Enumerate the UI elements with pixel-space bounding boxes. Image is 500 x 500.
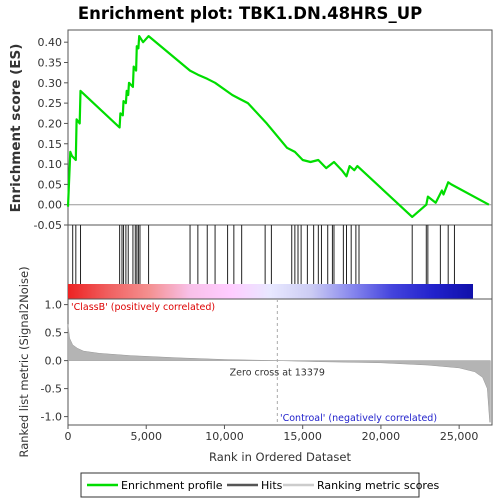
legend-label-enrichment: Enrichment profile: [121, 479, 223, 492]
metric-y-tick-label: -1.0: [41, 411, 62, 424]
hit-markers: [72, 225, 455, 284]
es-y-axis-label: Enrichment score (ES): [8, 44, 24, 213]
es-y-tick-label: 0.15: [38, 138, 63, 151]
enrichment-profile-line: [66, 34, 490, 218]
x-tick-label: 15,000: [283, 430, 322, 443]
es-y-tick-label: 0.00: [38, 199, 63, 212]
x-axis-label: Rank in Ordered Dataset: [209, 450, 352, 464]
x-tick-label: 5,000: [130, 430, 162, 443]
es-y-tick-label: 0.35: [38, 57, 63, 70]
es-y-axis: -0.05 0.00 0.05 0.10 0.15 0.20 0.25 0.30 0.35 0.4…: [34, 36, 68, 232]
ranking-metric-area: [67, 324, 491, 423]
legend-item-metric: Ranking metric scores: [283, 479, 439, 492]
es-y-tick-label: -0.05: [34, 219, 62, 232]
rank-color-bar: [68, 284, 473, 299]
metric-y-tick-label: -0.5: [41, 383, 62, 396]
metric-y-axis: 1.0 0.5 0.0 -0.5 -1.0: [41, 299, 68, 424]
es-y-tick-label: 0.20: [38, 117, 63, 130]
es-y-tick-label: 0.40: [38, 36, 63, 49]
x-axis: 0 5,000 10,000 15,000 20,000 25,000: [65, 425, 479, 443]
metric-y-tick-label: 0.0: [45, 355, 63, 368]
metric-y-axis-label: Ranked list metric (Signal2Noise): [17, 266, 31, 457]
legend: Enrichment profile Hits Ranking metric s…: [80, 472, 439, 498]
legend-label-metric: Ranking metric scores: [317, 479, 439, 492]
es-y-tick-label: 0.25: [38, 97, 63, 110]
es-plot-frame: [67, 29, 493, 226]
x-tick-label: 0: [65, 430, 72, 443]
positive-class-label: 'ClassB' (positively correlated): [71, 302, 215, 313]
es-y-tick-label: 0.30: [38, 77, 63, 90]
x-tick-label: 10,000: [205, 430, 244, 443]
legend-item-hits: Hits: [227, 479, 283, 492]
legend-item-enrichment: Enrichment profile: [87, 479, 223, 492]
legend-label-hits: Hits: [261, 479, 283, 492]
zero-cross-label: Zero cross at 13379: [230, 368, 325, 379]
metric-panel: Zero cross at 13379 'ClassB' (positively…: [17, 266, 493, 464]
hits-panel: [67, 224, 493, 300]
x-tick-label: 20,000: [362, 430, 401, 443]
es-y-tick-label: 0.10: [38, 158, 63, 171]
metric-y-tick-label: 0.5: [45, 327, 63, 340]
metric-y-tick-label: 1.0: [45, 299, 63, 312]
negative-class-label: 'Controal' (negatively correlated): [280, 413, 437, 424]
x-tick-label: 25,000: [440, 430, 479, 443]
chart-title: Enrichment plot: TBK1.DN.48HRS_UP: [78, 4, 422, 23]
es-panel: -0.05 0.00 0.05 0.10 0.15 0.20 0.25 0.30 0.35 0.4…: [8, 29, 493, 232]
es-y-tick-label: 0.05: [38, 178, 63, 191]
